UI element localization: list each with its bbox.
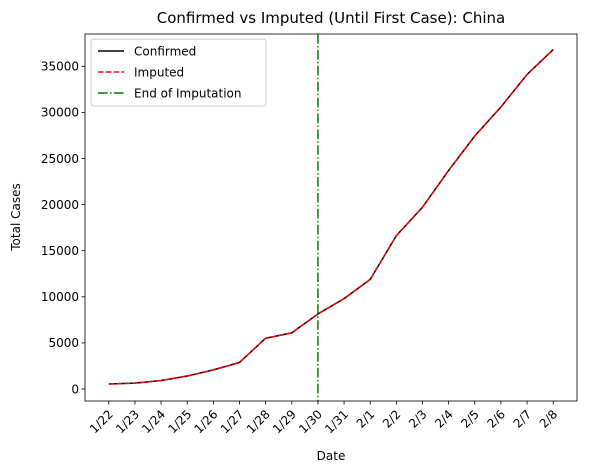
x-tick-label: 2/8 [537, 407, 561, 431]
y-axis-ticks: 0 5000 10000 15000 20000 25000 30000 35000 [41, 60, 85, 396]
chart-title: Confirmed vs Imputed (Until First Case):… [157, 9, 505, 27]
x-tick-label: 1/26 [192, 407, 221, 436]
x-tick-label: 2/3 [406, 407, 430, 431]
x-tick-label: 1/31 [322, 407, 351, 436]
y-tick-label: 35000 [41, 60, 79, 74]
x-tick-label: 1/27 [218, 407, 247, 436]
x-tick-label: 1/29 [270, 407, 299, 436]
x-tick-label: 2/1 [354, 407, 378, 431]
x-tick-label: 2/6 [484, 407, 508, 431]
y-tick-label: 5000 [48, 336, 79, 350]
y-tick-label: 25000 [41, 152, 79, 166]
x-tick-label: 2/2 [380, 407, 404, 431]
y-tick-label: 10000 [41, 290, 79, 304]
x-tick-label: 1/22 [87, 407, 116, 436]
x-tick-label: 2/7 [511, 407, 535, 431]
legend: Confirmed Imputed End of Imputation [90, 38, 267, 107]
x-tick-label: 1/23 [113, 407, 142, 436]
x-axis-ticks: 1/221/231/241/251/261/271/281/291/301/31… [87, 401, 560, 436]
y-tick-label: 0 [71, 382, 79, 396]
y-tick-label: 20000 [41, 198, 79, 212]
legend-label: End of Imputation [134, 86, 242, 100]
y-tick-label: 30000 [41, 106, 79, 120]
y-tick-label: 15000 [41, 244, 79, 258]
series-line-imputed [108, 49, 554, 385]
x-tick-label: 2/4 [432, 407, 456, 431]
x-tick-label: 1/24 [139, 407, 168, 436]
series-layer [108, 49, 554, 385]
x-tick-label: 1/30 [296, 407, 325, 436]
x-axis-label: Date [317, 449, 346, 463]
legend-box [90, 38, 267, 107]
y-axis-label: Total Cases [9, 183, 23, 251]
x-tick-label: 1/25 [165, 407, 194, 436]
x-tick-label: 1/28 [244, 407, 273, 436]
legend-label: Confirmed [134, 44, 196, 58]
legend-label: Imputed [134, 65, 184, 79]
x-tick-label: 2/5 [458, 407, 482, 431]
plot-frame [84, 33, 578, 402]
